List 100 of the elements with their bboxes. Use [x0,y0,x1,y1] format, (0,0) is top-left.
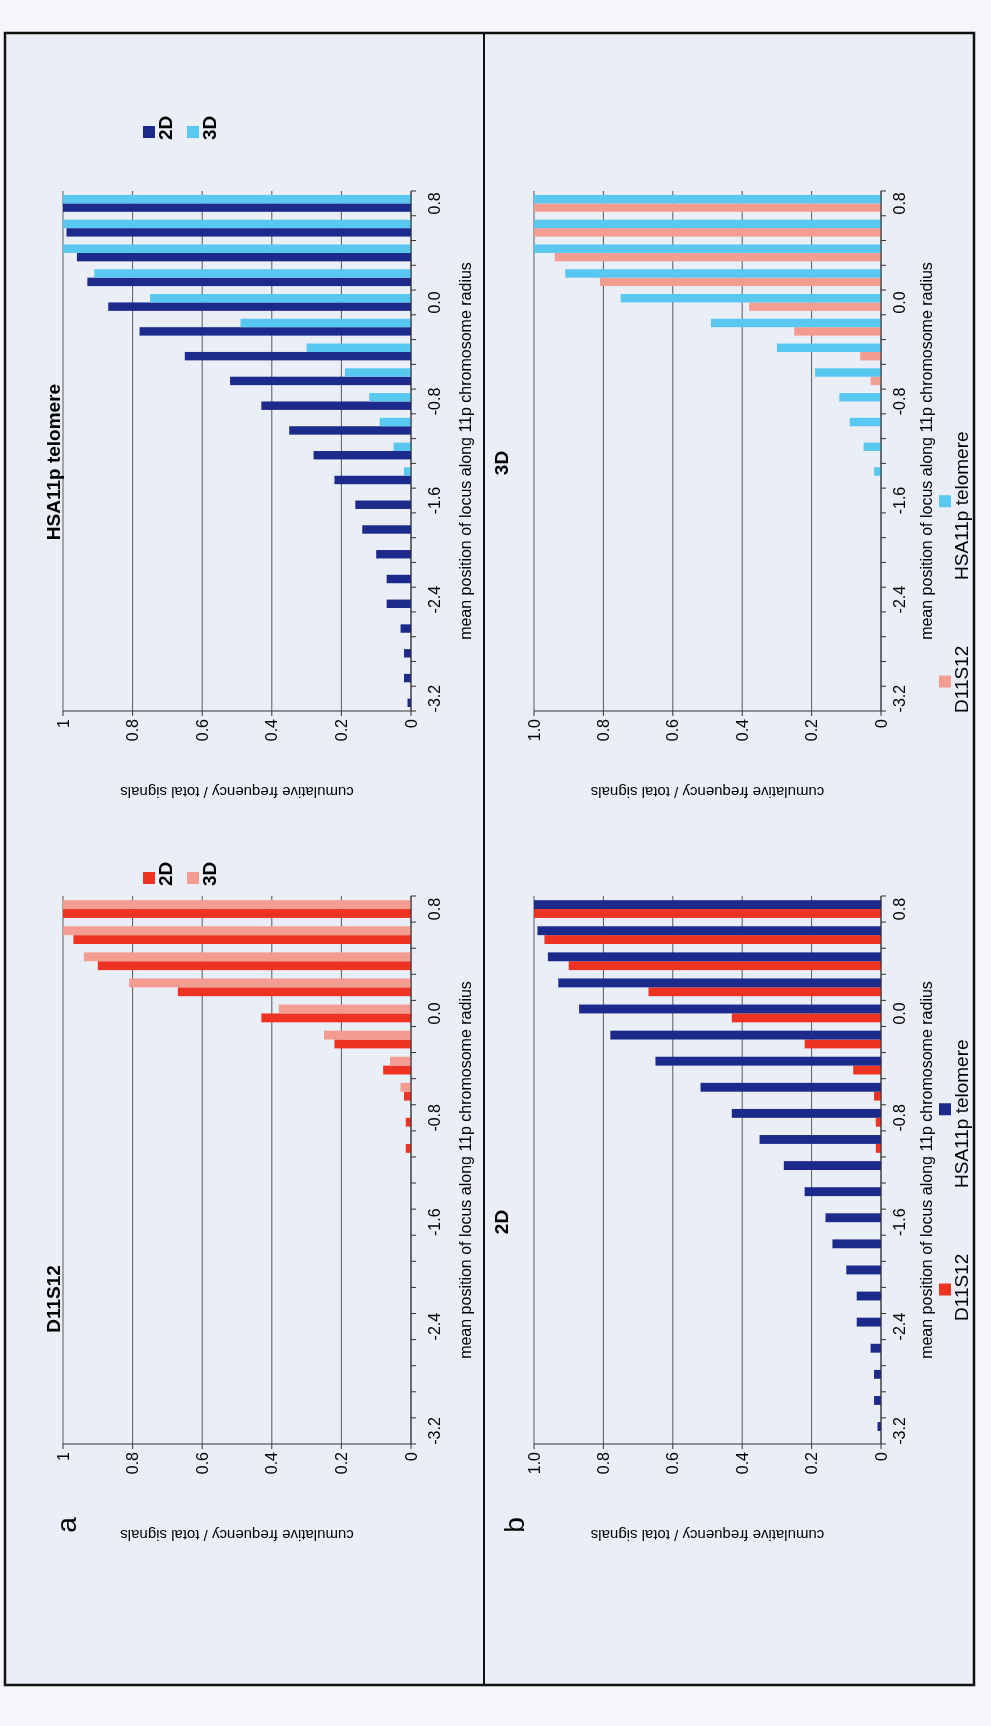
y-tick-label: -3.2 [891,1417,908,1445]
bar [230,376,411,386]
x-axis-title: cumulative frequency / total signals [590,1527,825,1544]
bar [386,599,411,608]
bar [759,1135,881,1144]
legend-label: 3D [199,115,220,140]
x-tick-label: 0.4 [263,1451,281,1475]
bar [599,277,881,287]
x-tick-label: 0 [872,1451,890,1461]
bar [390,1056,411,1066]
legend-label: 2D [155,861,176,886]
legend-label: HSA11p telomere [951,1039,972,1188]
x-tick-label: 0 [402,1451,420,1461]
bar [386,574,411,584]
bar [544,935,881,945]
bar [537,926,881,936]
y-tick-label: -0.8 [426,1103,443,1132]
y-tick-label: -3.2 [891,684,908,713]
x-tick-label: 1 [54,1451,72,1461]
bar [306,343,411,352]
bar [620,294,881,303]
y-tick-label: 0.8 [426,192,443,215]
bar [150,294,411,303]
bar [534,219,881,229]
x-tick-label: 0 [402,718,420,728]
x-tick-label: 0 [872,718,890,728]
y-tick-label: -1.6 [891,486,908,515]
x-tick-label: 0.8 [124,1451,142,1475]
bar [289,426,411,435]
legend-label: HSA11p telomere [951,431,972,580]
bar [369,393,411,402]
y-axis-title: mean position of locus along 11p chromosome radius [918,262,935,640]
bar [825,1213,881,1223]
bar [731,1013,881,1023]
text: 3D [491,450,512,476]
bar [856,1317,881,1327]
y-tick-label: -1.6 [426,1208,443,1236]
y-tick-label: 0.8 [891,897,908,921]
text: b [499,1517,530,1533]
bar [547,952,881,962]
y-tick-label: 0.8 [891,192,908,215]
bar [261,1013,411,1023]
x-tick-label: 0.2 [333,718,350,742]
bar [184,351,411,361]
x-tick-label: 1.0 [525,1451,543,1475]
bar [558,978,881,988]
bar [404,467,411,476]
bar [63,194,411,204]
x-tick-label: 0.6 [193,718,211,742]
bar [66,228,411,237]
bar [63,219,411,229]
bar [839,393,881,402]
x-tick-label: 0.8 [595,718,612,742]
y-tick-label: -0.8 [891,387,908,416]
y-tick-label: 0.0 [891,1002,908,1025]
text: D11S12 [43,1265,64,1333]
bar [87,277,411,287]
x-tick-label: 0.6 [664,1451,682,1475]
x-tick-label: 0.2 [803,1451,821,1475]
text: a [51,1516,82,1533]
bar [63,900,411,910]
y-tick-label: 0.0 [426,1002,443,1025]
bar [240,318,411,328]
bar [731,1108,881,1118]
x-tick-label: 0.2 [333,1451,350,1475]
bar [700,1082,881,1092]
bar [177,987,411,997]
bar [355,500,411,509]
x-axis-title: cumulative frequency / total signals [120,1527,354,1544]
x-tick-label: 0.8 [595,1451,612,1475]
bar [534,228,881,237]
bar [832,1239,881,1249]
x-tick-label: 1.0 [525,718,543,742]
x-tick-label: 0.8 [124,718,142,742]
bar [313,451,411,460]
x-tick-label: 0.2 [803,718,821,742]
bar [63,909,411,918]
bar [344,368,411,377]
bar [404,649,411,658]
y-tick-label: -1.6 [426,486,443,515]
legend-label: D11S12 [951,645,972,713]
bar [534,909,881,918]
bar [794,327,881,336]
bar [76,252,411,262]
bar [849,417,881,427]
bar [362,525,411,534]
x-tick-label: 0.4 [263,718,281,742]
y-tick-label: 0.0 [891,291,908,314]
bar [554,252,881,262]
bar [610,1030,881,1040]
bar [334,475,411,485]
bar [139,327,411,336]
y-tick-label: -0.8 [891,1103,908,1132]
bar [63,926,411,936]
y-tick-label: -2.4 [891,1312,908,1341]
bar [648,987,881,997]
y-tick-label: 0.8 [426,897,443,921]
bar [815,368,881,377]
bar [334,1039,411,1049]
bar [108,302,411,311]
